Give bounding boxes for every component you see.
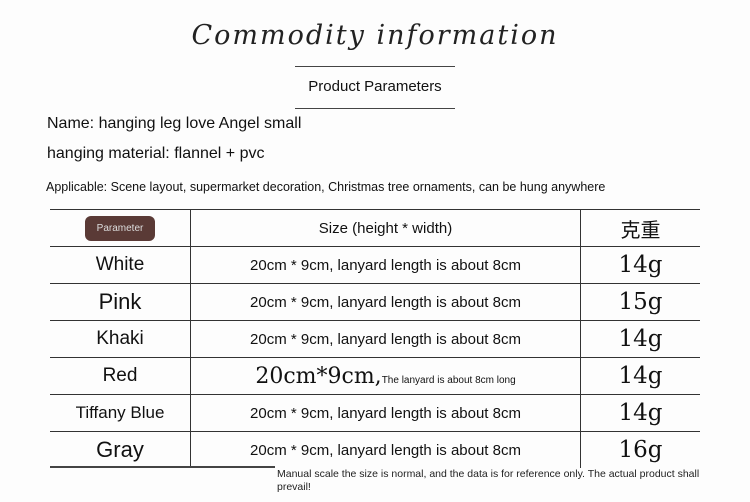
parameter-badge: Parameter — [84, 216, 156, 241]
color-cell: Khaki — [50, 320, 191, 358]
section-title: Product Parameters — [308, 78, 442, 95]
divider — [295, 108, 455, 109]
weight-cell: 14g — [580, 320, 700, 358]
color-cell: Gray — [50, 431, 191, 468]
header-weight: 克重 — [580, 209, 700, 247]
table-header: Parameter Size (height * width) 克重 — [50, 209, 700, 247]
applicable-text: Applicable: Scene layout, supermarket de… — [46, 180, 606, 194]
size-cell: 20cm * 9cm, lanyard length is about 8cm — [190, 320, 581, 358]
weight-cell: 16g — [580, 431, 700, 468]
table-row: Khaki 20cm * 9cm, lanyard length is abou… — [50, 320, 700, 358]
table-row: Tiffany Blue 20cm * 9cm, lanyard length … — [50, 394, 700, 432]
color-cell: Tiffany Blue — [50, 394, 191, 432]
size-cell: 20cm*9cm,The lanyard is about 8cm long — [190, 357, 581, 395]
disclaimer-note: Manual scale the size is normal, and the… — [277, 468, 700, 493]
weight-cell: 14g — [580, 394, 700, 432]
size-note: The lanyard is about 8cm long — [381, 374, 516, 386]
divider — [50, 466, 275, 468]
table-row: Gray 20cm * 9cm, lanyard length is about… — [50, 431, 700, 468]
table-row: Red 20cm*9cm,The lanyard is about 8cm lo… — [50, 357, 700, 395]
color-cell: Red — [50, 357, 191, 395]
header-size: Size (height * width) — [190, 209, 581, 247]
size-cell: 20cm * 9cm, lanyard length is about 8cm — [190, 394, 581, 432]
size-cell: 20cm * 9cm, lanyard length is about 8cm — [190, 283, 581, 321]
parameters-table: Parameter Size (height * width) 克重 White… — [50, 209, 700, 468]
product-name: Name: hanging leg love Angel small — [47, 115, 302, 132]
divider — [295, 66, 455, 67]
page-title: Commodity information — [191, 20, 559, 51]
product-material: hanging material: flannel + pvc — [47, 145, 265, 162]
size-cell: 20cm * 9cm, lanyard length is about 8cm — [190, 431, 581, 468]
color-cell: White — [50, 246, 191, 284]
weight-cell: 14g — [580, 357, 700, 395]
size-cell: 20cm * 9cm, lanyard length is about 8cm — [190, 246, 581, 284]
table-row: Pink 20cm * 9cm, lanyard length is about… — [50, 283, 700, 321]
size-main: 20cm*9cm, — [255, 363, 382, 389]
weight-cell: 14g — [580, 246, 700, 284]
table-row: White 20cm * 9cm, lanyard length is abou… — [50, 246, 700, 284]
color-cell: Pink — [50, 283, 191, 321]
weight-cell: 15g — [580, 283, 700, 321]
